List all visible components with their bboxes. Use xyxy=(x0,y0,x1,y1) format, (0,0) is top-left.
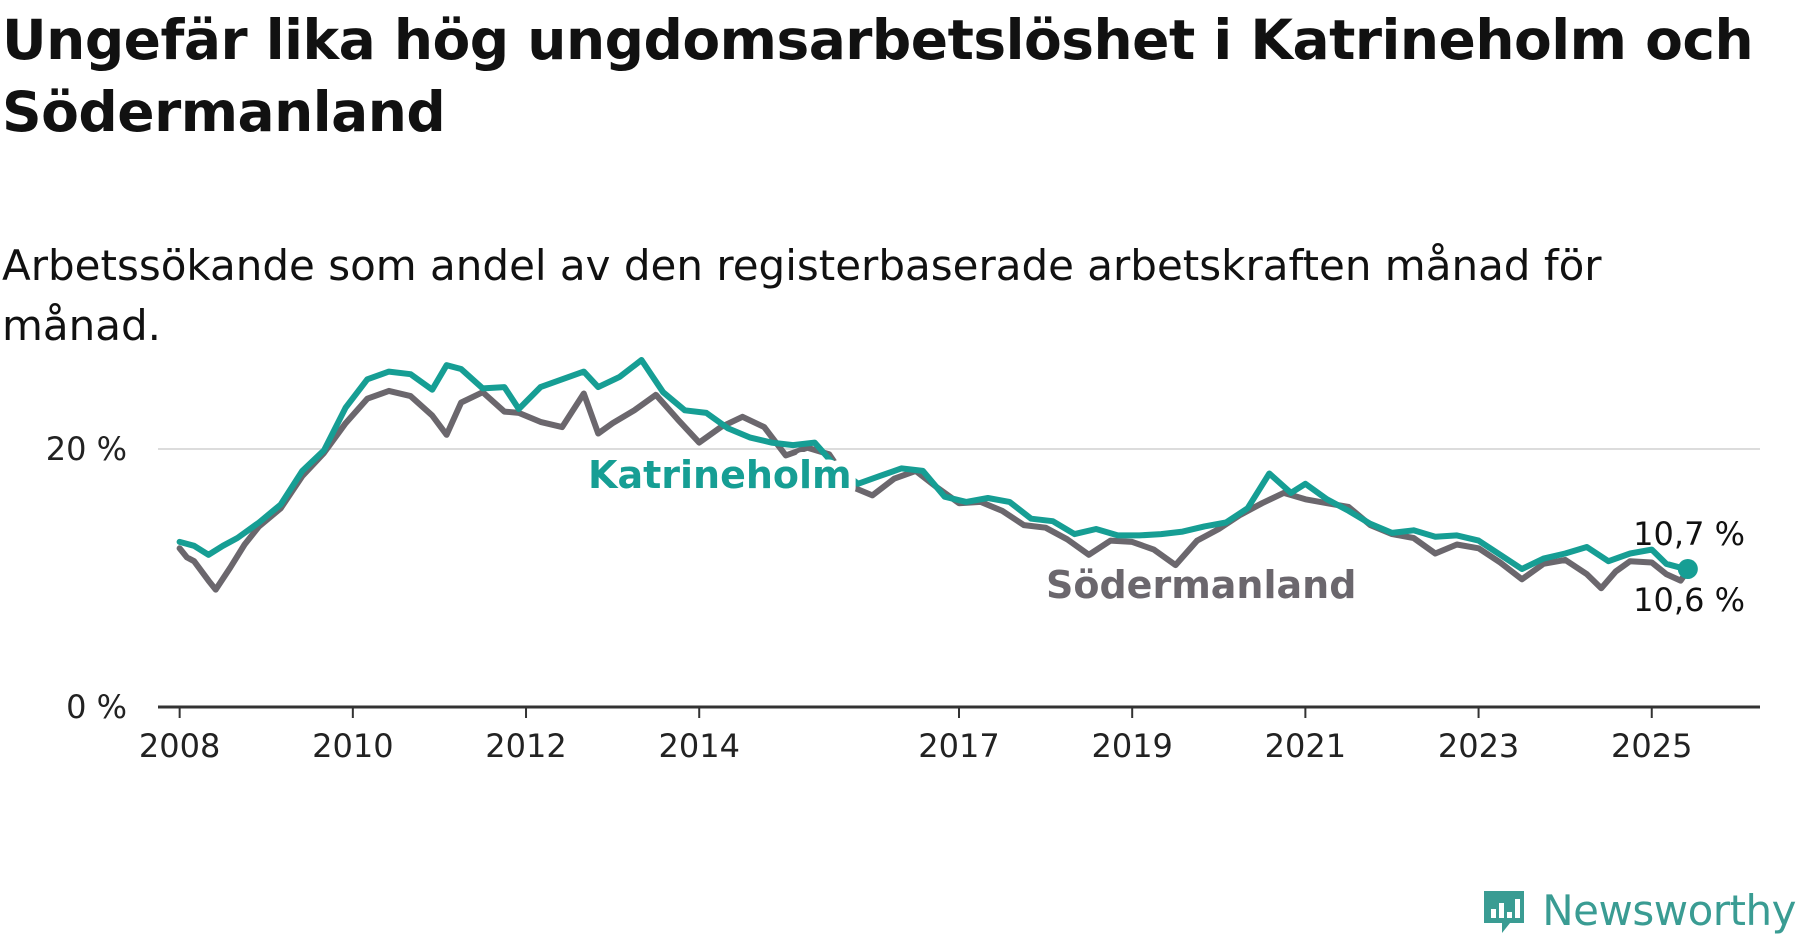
x-axis: 2008 2010 2012 2014 2017 2019 2021 2023 2025 xyxy=(139,705,1760,765)
series-line-södermanland xyxy=(176,387,1691,593)
brand-name: Newsworthy xyxy=(1542,886,1796,935)
x-tick-label: 2010 xyxy=(312,727,393,765)
x-tick-label: 2025 xyxy=(1611,727,1692,765)
grid-lines: 0 % 20 % xyxy=(46,430,1760,726)
x-tick-label: 2023 xyxy=(1438,727,1519,765)
x-tick-label: 2021 xyxy=(1265,727,1346,765)
line-chart: 0 % 20 % 2008 2010 2012 2014 2017 2019 2021 2023… xyxy=(46,357,1760,765)
end-label-katrineholm: 10,7 % xyxy=(1633,515,1745,553)
newsworthy-logo-icon xyxy=(1484,890,1525,933)
series-label-katrineholm: Katrineholm xyxy=(588,453,852,497)
series-lines xyxy=(176,357,1691,593)
x-tick-label: 2017 xyxy=(918,727,999,765)
series-label-halo: Södermanland xyxy=(1046,563,1356,607)
newsworthy-brand: Newsworthy xyxy=(1480,886,1796,935)
y-tick-label: 0 % xyxy=(66,688,127,726)
series-labels: KatrineholmKatrineholmSödermanlandSöderm… xyxy=(581,446,1745,619)
series-line-katrineholm xyxy=(176,357,1691,572)
x-tick-label: 2012 xyxy=(485,727,566,765)
end-point-katrineholm xyxy=(1677,558,1698,579)
x-tick-label: 2008 xyxy=(139,727,220,765)
series-label-halo: Katrineholm xyxy=(588,453,852,497)
series-label-södermanland: Södermanland xyxy=(1046,563,1356,607)
chart-subtitle: Arbetssökande som andel av den registerb… xyxy=(2,241,1602,350)
end-label-sodermanland: 10,6 % xyxy=(1633,581,1745,619)
x-tick-label: 2014 xyxy=(658,727,739,765)
y-tick-label: 20 % xyxy=(46,430,127,468)
x-tick-label: 2019 xyxy=(1091,727,1172,765)
chart-title: Ungefär lika hög ungdomsarbetslöshet i K… xyxy=(2,8,1754,144)
